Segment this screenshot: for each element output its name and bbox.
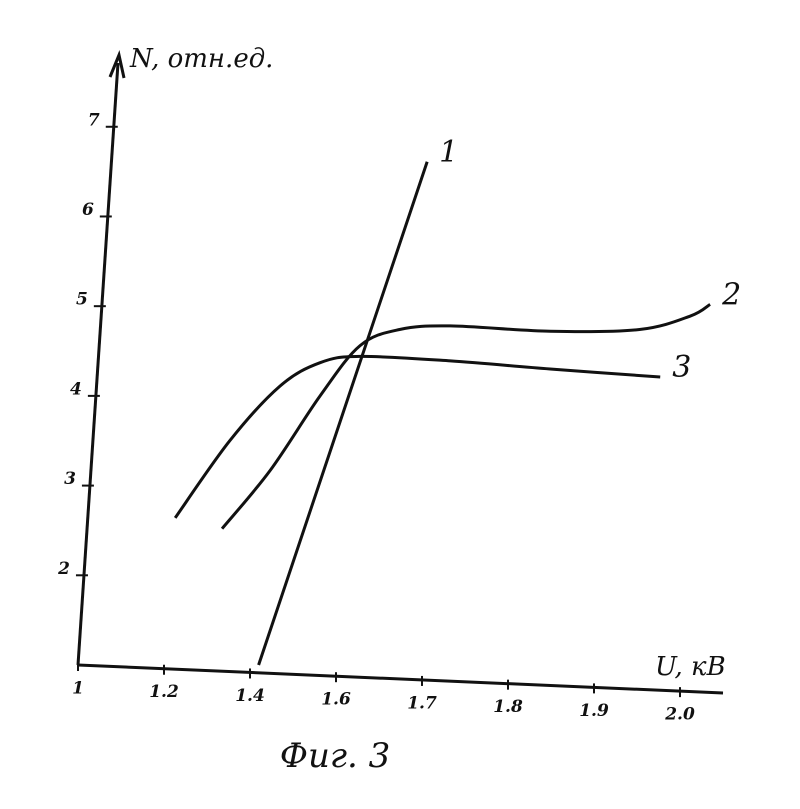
y-tick-label: 5: [76, 290, 88, 310]
y-tick-label: 3: [64, 469, 76, 489]
x-axis-label: U, кВ: [655, 652, 726, 682]
x-tick-label: 2.0: [664, 705, 695, 725]
line: [175, 356, 660, 517]
x-tick-label: 1.4: [235, 686, 265, 706]
series-label: 2: [721, 277, 741, 312]
y-tick-label: 4: [70, 379, 82, 399]
y-axis-label: N, отн.ед.: [129, 44, 273, 74]
x-tick-label: 1.8: [493, 697, 523, 717]
y-tick-label: 2: [57, 559, 70, 579]
series-label: 1: [439, 135, 458, 170]
x-tick-label: 1.7: [407, 693, 437, 713]
y-tick-label: 6: [82, 200, 94, 220]
chart: N, отн.ед. U, кВ Фиг. 3 2 3 4 5 6 7 1 1.2 1.4 1.6…: [0, 0, 800, 809]
x-tick-label: 1.9: [579, 701, 609, 721]
chart-title: Фиг. 3: [280, 736, 391, 776]
x-tick-label: 1.2: [149, 682, 179, 702]
series-label: 3: [672, 350, 691, 385]
x-tick-label: 1.6: [321, 690, 351, 710]
x-tick-label: 1: [72, 679, 84, 699]
line: [222, 304, 710, 528]
line: [259, 162, 428, 665]
y-tick-label: 7: [88, 110, 100, 130]
